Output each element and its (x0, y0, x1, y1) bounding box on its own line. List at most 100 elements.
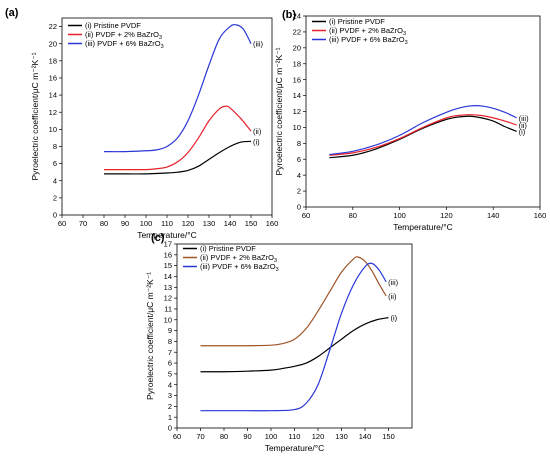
legend-label: (ii) PVDF + 2% BaZrO3 (85, 30, 162, 41)
x-tick-label: 140 (487, 211, 500, 220)
series-line-1 (200, 317, 389, 373)
curve-end-label: (i) (519, 127, 526, 136)
y-tick-label: 11 (164, 305, 172, 314)
y-axis-label: Pyroelectric coefficient/μC m⁻²K⁻¹ (274, 47, 284, 175)
x-tick-label: 70 (79, 219, 87, 228)
y-tick-label: 15 (164, 261, 172, 270)
legend-label: (iii) PVDF + 6% BaZrO3 (85, 39, 164, 50)
curve-end-label: (ii) (253, 127, 262, 136)
y-tick-label: 10 (164, 315, 172, 324)
legend-label: (i) Pristine PVDF (200, 244, 256, 253)
y-tick-label: 6 (168, 359, 172, 368)
x-tick-label: 160 (266, 219, 279, 228)
y-tick-label: 7 (168, 348, 172, 357)
panel-label: (b) (282, 9, 296, 21)
y-tick-label: 14 (164, 272, 172, 281)
y-tick-label: 18 (293, 59, 301, 68)
curve-end-label: (iii) (253, 40, 263, 49)
x-tick-label: 100 (393, 211, 406, 220)
y-tick-label: 18 (49, 56, 57, 65)
y-axis-label: Pyroelectric coefficient/μC m⁻²K⁻¹ (145, 272, 155, 400)
series-line-3 (200, 262, 387, 412)
x-tick-label: 160 (534, 211, 547, 220)
y-tick-label: 6 (297, 155, 301, 164)
plot-frame (176, 243, 413, 429)
x-tick-label: 120 (312, 432, 325, 441)
series-line-2 (200, 256, 387, 347)
chart-panel-1: (a) 60 70 80 90 100 110 120 130 140 150 160 0 2 4 6 8 10 1… (5, 7, 278, 240)
y-tick-label: 2 (168, 402, 172, 411)
x-tick-label: 120 (440, 211, 453, 220)
y-axis-label: Pyroelectric coefficient/μC m⁻²K⁻¹ (30, 52, 40, 180)
y-tick-label: 22 (49, 22, 57, 31)
x-tick-label: 60 (173, 432, 181, 441)
curve-end-label: (iii) (519, 114, 529, 123)
y-tick-label: 0 (168, 424, 172, 433)
plot-frame (305, 15, 541, 208)
x-tick-label: 80 (100, 219, 108, 228)
curve-end-label: (i) (391, 314, 398, 323)
x-tick-label: 130 (203, 219, 216, 228)
y-tick-label: 8 (297, 139, 301, 148)
y-tick-label: 5 (168, 369, 172, 378)
legend-label: (i) Pristine PVDF (329, 17, 385, 26)
x-tick-label: 60 (58, 219, 66, 228)
series-line-2 (329, 114, 517, 156)
series-line-3 (103, 24, 252, 153)
x-tick-label: 130 (335, 432, 348, 441)
panel-label: (a) (5, 7, 19, 19)
y-tick-label: 24 (293, 12, 301, 21)
y-tick-label: 12 (293, 107, 301, 116)
x-tick-label: 70 (196, 432, 204, 441)
y-tick-label: 20 (293, 43, 301, 52)
y-tick-label: 14 (293, 91, 301, 100)
y-tick-label: 0 (53, 211, 57, 220)
x-tick-label: 150 (245, 219, 258, 228)
y-tick-label: 4 (53, 176, 57, 185)
x-axis-label: Temperature/°C (137, 230, 197, 240)
chart-panel-3: (c)60 70 80 90 100 110 120 130 140 15001234567891… (145, 232, 413, 453)
y-tick-label: 0 (297, 203, 301, 212)
x-tick-label: 100 (140, 219, 153, 228)
y-tick-label: 8 (53, 142, 57, 151)
y-tick-label: 16 (293, 75, 301, 84)
y-tick-label: 4 (297, 171, 301, 180)
y-tick-label: 10 (49, 125, 57, 134)
y-tick-label: 16 (164, 250, 172, 259)
y-tick-label: 6 (53, 159, 57, 168)
chart-panel-2: (b)60 80 100 120 140 160024681012141618202224… (274, 9, 546, 232)
legend-label: (i) Pristine PVDF (85, 21, 141, 30)
x-tick-label: 120 (182, 219, 195, 228)
y-tick-label: 2 (297, 187, 301, 196)
x-axis-label: Temperature/°C (393, 222, 453, 232)
x-tick-label: 90 (243, 432, 251, 441)
y-tick-label: 20 (49, 39, 57, 48)
x-axis-label: Temperature/°C (265, 443, 325, 453)
legend-label: (iii) PVDF + 6% BaZrO3 (329, 35, 408, 46)
y-tick-label: 16 (49, 74, 57, 83)
y-tick-label: 9 (168, 326, 172, 335)
y-tick-label: 4 (168, 380, 172, 389)
y-tick-label: 8 (168, 337, 172, 346)
x-tick-label: 80 (349, 211, 357, 220)
x-tick-label: 150 (382, 432, 395, 441)
y-tick-label: 3 (168, 391, 172, 400)
y-tick-label: 1 (168, 413, 172, 422)
x-tick-label: 100 (265, 432, 278, 441)
curve-end-label: (iii) (388, 278, 398, 287)
legend-label: (ii) PVDF + 2% BaZrO3 (200, 253, 277, 264)
series-line-1 (103, 140, 252, 175)
panel-label: (c) (151, 232, 165, 244)
x-tick-label: 110 (161, 219, 173, 228)
y-tick-label: 17 (164, 240, 172, 249)
legend-label: (iii) PVDF + 6% BaZrO3 (200, 262, 279, 273)
y-tick-label: 10 (293, 123, 301, 132)
series-line-3 (329, 105, 517, 156)
x-tick-label: 90 (121, 219, 129, 228)
series-line-2 (103, 105, 252, 171)
x-tick-label: 80 (220, 432, 228, 441)
y-tick-label: 12 (49, 108, 57, 117)
curve-end-label: (ii) (388, 292, 397, 301)
curve-end-label: (i) (253, 137, 260, 146)
